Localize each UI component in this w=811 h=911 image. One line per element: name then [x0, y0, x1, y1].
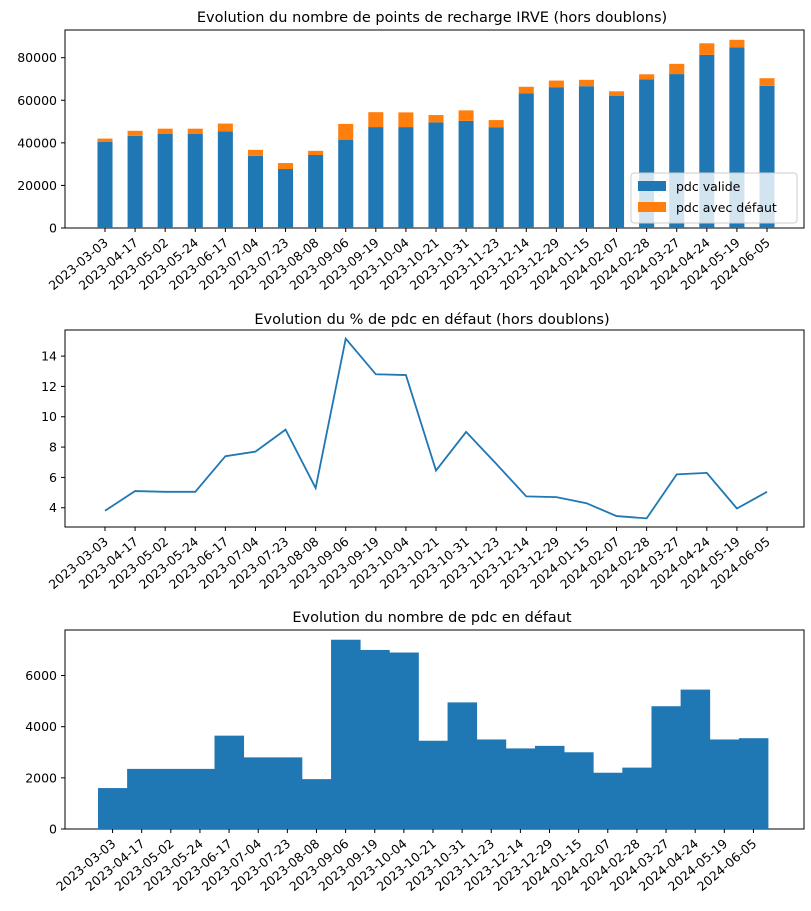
- bar-pdc-avec-defaut: [578, 79, 594, 87]
- y-tick-label: 60000: [17, 93, 57, 108]
- bar-pdc-avec-defaut: [669, 63, 685, 75]
- bar-defaut: [331, 639, 361, 829]
- bar-defaut: [127, 768, 157, 829]
- bar-pdc-valide: [278, 169, 294, 228]
- y-tick-label: 2000: [25, 770, 57, 785]
- bar-pdc-avec-defaut: [217, 123, 233, 132]
- bar-pdc-avec-defaut: [278, 163, 294, 170]
- bar-pdc-valide: [127, 135, 143, 228]
- bar-defaut: [418, 740, 448, 829]
- bar-pdc-valide: [548, 87, 564, 228]
- y-tick-label: 14: [41, 349, 57, 364]
- y-tick-label: 80000: [17, 50, 57, 65]
- chart-1-legend: pdc valide pdc avec défaut: [630, 172, 798, 224]
- bar-defaut: [301, 779, 332, 829]
- bar-pdc-avec-defaut: [187, 128, 203, 134]
- bar-defaut: [272, 757, 303, 829]
- chart-3-plot: 02000400060002023-03-032023-04-172023-05…: [25, 629, 805, 894]
- bar-defaut: [593, 772, 623, 829]
- chart-1-plot: 0200004000060000800002023-03-032023-04-1…: [17, 29, 805, 293]
- bar-pdc-valide: [217, 131, 233, 228]
- chart-1-title: Evolution du nombre de points de recharg…: [197, 10, 667, 26]
- bar-defaut: [214, 735, 245, 829]
- bar-pdc-avec-defaut: [639, 74, 655, 80]
- bar-pdc-avec-defaut: [398, 112, 414, 128]
- bar-pdc-avec-defaut: [609, 91, 625, 96]
- chart-2-plot: 4681012142023-03-032023-04-172023-05-022…: [41, 329, 805, 592]
- bar-defaut: [156, 768, 186, 829]
- bar-pdc-valide: [187, 133, 203, 228]
- bar-pdc-avec-defaut: [127, 130, 143, 136]
- bar-pdc-avec-defaut: [428, 115, 444, 123]
- bar-pdc-avec-defaut: [368, 112, 384, 128]
- bar-pdc-avec-defaut: [488, 120, 504, 128]
- chart-3-title: Evolution du nombre de pdc en défaut: [292, 610, 572, 626]
- chart-2-title: Evolution du % de pdc en défaut (hors do…: [254, 312, 609, 328]
- bar-pdc-avec-defaut: [338, 123, 354, 140]
- bar-defaut: [505, 748, 536, 829]
- y-tick-label: 8: [49, 440, 57, 455]
- bar-pdc-avec-defaut: [97, 138, 113, 142]
- bar-pdc-valide: [308, 154, 324, 228]
- y-tick-label: 40000: [17, 135, 57, 150]
- bar-pdc-valide: [428, 122, 444, 228]
- y-tick-label: 20000: [17, 178, 57, 193]
- y-tick-label: 6: [49, 470, 57, 485]
- bar-pdc-valide: [247, 155, 263, 228]
- bar-defaut: [389, 652, 419, 829]
- bar-defaut: [185, 768, 215, 829]
- bar-defaut: [709, 739, 740, 829]
- bar-pdc-valide: [578, 86, 594, 228]
- bar-defaut: [738, 738, 769, 829]
- bar-defaut: [534, 745, 565, 829]
- bar-defaut: [360, 649, 390, 829]
- bar-pdc-avec-defaut: [548, 80, 564, 88]
- bar-pdc-avec-defaut: [518, 86, 534, 94]
- bar-pdc-valide: [338, 139, 354, 228]
- bar-defaut: [98, 788, 128, 829]
- line-pct-defaut: [104, 336, 768, 520]
- bar-pdc-valide: [458, 120, 474, 228]
- bar-pdc-valide: [518, 93, 534, 228]
- bar-pdc-avec-defaut: [308, 150, 324, 155]
- bar-pdc-avec-defaut: [759, 78, 775, 86]
- y-tick-label: 6000: [25, 668, 57, 683]
- bar-pdc-avec-defaut: [247, 149, 263, 156]
- y-tick-label: 10: [41, 409, 57, 424]
- y-tick-label: 0: [49, 221, 57, 236]
- chart-3: Evolution du nombre de pdc en défaut 0 20…: [25, 610, 805, 894]
- chart-2: Evolution du % de pdc en défaut (hors do…: [41, 312, 805, 592]
- chart-1: Evolution du nombre de points de recharg…: [17, 10, 805, 293]
- y-tick-label: 0: [49, 822, 57, 837]
- chart-1-legend-box: [630, 172, 798, 224]
- legend-swatch-pdc-valide: [638, 181, 666, 191]
- bar-pdc-valide: [97, 141, 113, 228]
- bar-pdc-avec-defaut: [458, 110, 474, 121]
- bar-pdc-valide: [609, 96, 625, 228]
- bar-defaut: [447, 702, 478, 829]
- bar-pdc-avec-defaut: [157, 128, 173, 134]
- bar-pdc-avec-defaut: [699, 43, 715, 55]
- bar-defaut: [476, 739, 507, 829]
- y-tick-label: 12: [41, 379, 57, 394]
- bar-pdc-avec-defaut: [729, 39, 745, 48]
- bar-defaut: [243, 757, 274, 829]
- bar-pdc-valide: [157, 133, 173, 228]
- plot-frame: [64, 329, 805, 528]
- bar-defaut: [651, 706, 682, 829]
- legend-label-pdc-avec-defaut: pdc avec défaut: [676, 200, 777, 215]
- bar-defaut: [622, 767, 652, 829]
- bar-defaut: [564, 752, 594, 829]
- y-tick-label: 4000: [25, 719, 57, 734]
- bar-pdc-valide: [488, 127, 504, 228]
- y-tick-label: 4: [49, 500, 57, 515]
- legend-label-pdc-valide: pdc valide: [676, 179, 741, 194]
- bar-defaut: [680, 689, 711, 829]
- bar-pdc-valide: [398, 127, 414, 228]
- bar-pdc-valide: [368, 127, 384, 228]
- legend-swatch-pdc-avec-defaut: [638, 202, 666, 212]
